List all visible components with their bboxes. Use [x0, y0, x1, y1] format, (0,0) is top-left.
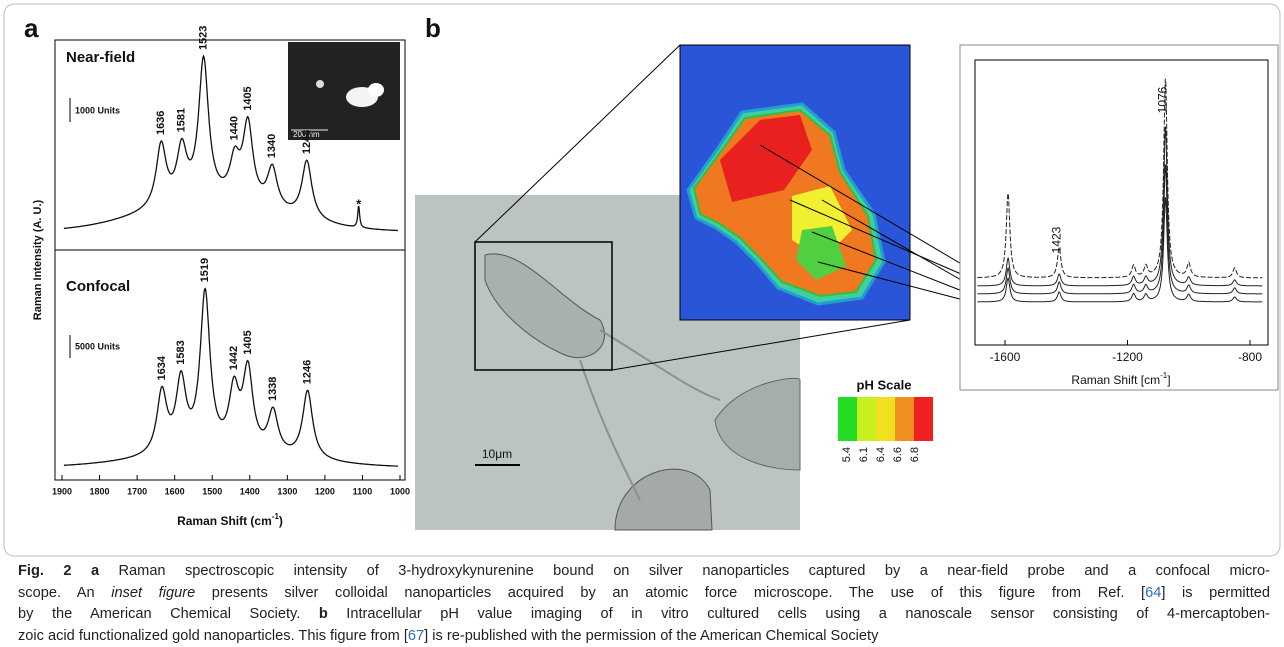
peak-label: 1442 — [228, 346, 240, 370]
legend-swatch — [876, 397, 895, 441]
legend-swatch — [895, 397, 914, 441]
peak-label: 1340 — [266, 134, 278, 158]
x-axis-label-end: ] — [1167, 373, 1170, 387]
peak-label: 1583 — [175, 340, 187, 364]
page: a b Near-field Confocal 1000 Units 5000 … — [0, 0, 1284, 647]
caption-text: Intracellular pH value imaging of in vit… — [328, 606, 1270, 622]
x-tick-label: 1300 — [277, 486, 297, 496]
legend-label: 5.4 — [841, 447, 853, 462]
x-tick-label: 1400 — [240, 486, 260, 496]
x-axis-label-text: Raman Shift [cm — [1071, 373, 1160, 387]
plot-title: Near-field — [66, 49, 135, 66]
x-tick-label: 1700 — [127, 486, 147, 496]
caption-line: zoic acid functionalized gold nanopartic… — [18, 626, 1270, 647]
peak-label: 1076 — [1156, 86, 1170, 113]
peak-label: 1634 — [156, 355, 168, 380]
caption-text: a — [72, 563, 100, 579]
legend-label: 6.6 — [892, 447, 904, 462]
caption-line: Fig. 2 a Raman spectroscopic intensity o… — [18, 561, 1270, 583]
peak-label: 1440 — [229, 116, 241, 140]
x-tick-label: 1500 — [202, 486, 222, 496]
peak-label: 1246 — [302, 360, 314, 384]
peak-label: 1405 — [242, 330, 254, 354]
caption-text: scope. An — [18, 585, 111, 601]
x-tick-label: 1800 — [90, 486, 110, 496]
panel-label: a — [24, 13, 39, 43]
peak-label: 1636 — [155, 111, 167, 135]
x-axis-label-end: ) — [279, 514, 283, 528]
spectrum — [64, 289, 398, 467]
legend-label: 6.1 — [858, 447, 870, 462]
x-tick-label: -1600 — [990, 350, 1021, 364]
x-axis-label: Raman Shift (cm-1) — [177, 512, 283, 528]
peak-label: 1338 — [267, 377, 279, 401]
x-tick-label: 1000 — [390, 486, 410, 496]
reference-link[interactable]: 64 — [1145, 585, 1161, 601]
x-tick-label: 1100 — [353, 486, 373, 496]
plot-title: Confocal — [66, 278, 130, 295]
x-axis-label-text: Raman Shift (cm — [177, 514, 272, 528]
legend-label: 6.8 — [909, 447, 921, 462]
particle — [368, 83, 384, 97]
caption-text: Raman spectroscopic intensity of 3-hydro… — [99, 563, 1270, 579]
caption-text: zoic acid functionalized gold nanopartic… — [18, 628, 408, 644]
caption-text: Fig. 2 — [18, 563, 72, 579]
peak-label: 1519 — [199, 258, 211, 282]
reference-link[interactable]: 67 — [408, 628, 424, 644]
x-tick-label: 1200 — [315, 486, 335, 496]
panel-label: b — [425, 13, 441, 43]
scale-label: 10μm — [482, 447, 512, 461]
peak-label: 1581 — [176, 108, 188, 132]
caption-text: ] is re-published with the permission of… — [424, 628, 878, 644]
caption-line: by the American Chemical Society. b Intr… — [18, 604, 1270, 626]
legend-title: pH Scale — [857, 377, 912, 392]
caption-text: ] is permitted — [1161, 585, 1270, 601]
caption-line: scope. An inset figure presents silver c… — [18, 583, 1270, 605]
legend-swatch — [914, 397, 933, 441]
peak-label: 1248 — [301, 130, 313, 154]
x-tick-label: -800 — [1238, 350, 1262, 364]
x-axis-label: Raman Shift [cm-1] — [1071, 371, 1170, 387]
scale-label: 1000 Units — [75, 105, 120, 115]
legend-swatch — [838, 397, 857, 441]
x-tick-label: -1200 — [1112, 350, 1143, 364]
caption-text: by the American Chemical Society. — [18, 606, 319, 622]
peak-label: 1405 — [242, 86, 254, 110]
peak-label: 1523 — [197, 26, 209, 50]
spectrum-panel — [960, 45, 1278, 390]
x-tick-label: 1900 — [52, 486, 72, 496]
caption-text: inset figure — [111, 585, 195, 601]
figure: a b Near-field Confocal 1000 Units 5000 … — [0, 0, 1284, 560]
scale-label: 5000 Units — [75, 341, 120, 351]
caption-text: b — [319, 606, 328, 622]
x-tick-label: 1600 — [165, 486, 185, 496]
y-axis-label: Raman Intensity (A. U.) — [32, 199, 44, 320]
legend-label: 6.4 — [875, 447, 887, 462]
particle — [316, 80, 324, 88]
caption-text: presents silver colloidal nanoparticles … — [195, 585, 1145, 601]
legend-swatch — [857, 397, 876, 441]
peak-label: 1423 — [1049, 226, 1063, 253]
peak-marker: * — [356, 196, 362, 211]
